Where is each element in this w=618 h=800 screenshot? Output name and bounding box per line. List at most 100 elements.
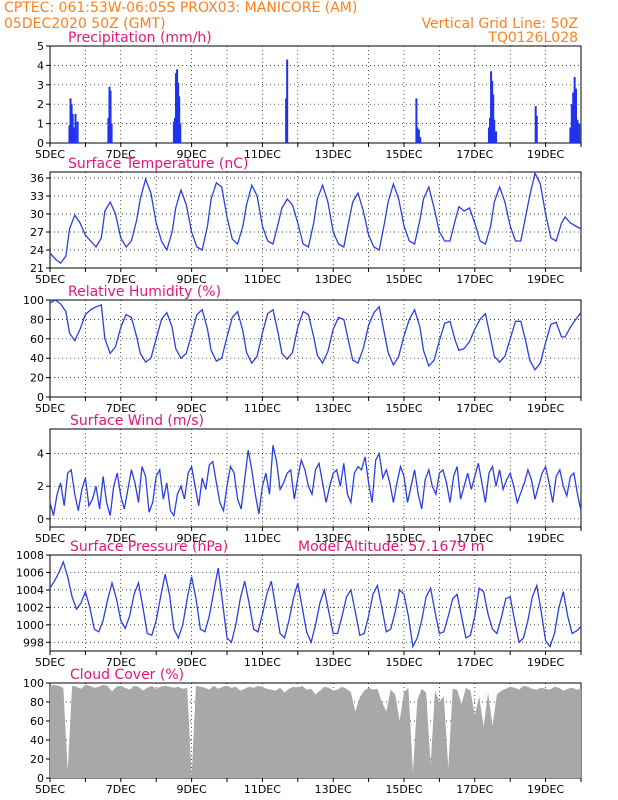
x-tick-label: 13DEC — [315, 148, 352, 161]
y-tick-label: 0 — [37, 513, 44, 526]
x-tick-label: 13DEC — [315, 783, 352, 796]
x-tick-label: 5DEC — [35, 783, 65, 796]
cloud-cover-area — [50, 684, 581, 778]
y-tick-label: 30 — [30, 208, 44, 221]
panel-5: 0 20 40 60 80 100 5DEC 7DEC 9DEC 11DEC 13DEC 15DEC 1… — [23, 667, 582, 796]
x-tick-label: 11DEC — [244, 273, 281, 286]
y-tick-label: 1000 — [16, 619, 44, 632]
x-tick-label: 17DEC — [456, 532, 493, 545]
precip-bar — [573, 77, 576, 143]
x-tick-label: 11DEC — [244, 148, 281, 161]
y-tick-label: 21 — [30, 262, 44, 275]
panel-title: Surface Temperature (nC) — [68, 156, 249, 172]
x-tick-label: 9DEC — [177, 273, 207, 286]
header-grid-note: Vertical Grid Line: 50Z — [421, 16, 578, 32]
x-tick-label: 13DEC — [315, 273, 352, 286]
y-tick-label: 3 — [37, 79, 44, 92]
plot-frame — [49, 554, 582, 652]
precip-bar — [108, 86, 111, 143]
precip-bar — [416, 127, 419, 143]
x-tick-label: 19DEC — [527, 656, 564, 669]
x-tick-label: 15DEC — [385, 656, 422, 669]
series-line — [49, 299, 582, 371]
x-tick-label: 19DEC — [527, 148, 564, 161]
panel-title: Relative Humidity (%) — [68, 284, 221, 300]
precip-bar — [179, 123, 182, 143]
y-tick-label: 80 — [30, 696, 44, 709]
precip-bar — [74, 113, 77, 143]
x-tick-label: 13DEC — [315, 402, 352, 415]
y-tick-label: 1002 — [16, 601, 44, 614]
y-tick-label: 100 — [23, 677, 44, 690]
x-tick-label: 5DEC — [35, 148, 65, 161]
x-tick-label: 19DEC — [527, 532, 564, 545]
x-tick-label: 15DEC — [385, 148, 422, 161]
precip-bar — [534, 106, 537, 143]
precip-bar — [578, 123, 581, 143]
y-tick-label: 1004 — [16, 584, 44, 597]
y-tick-label: 998 — [23, 636, 44, 649]
y-tick-label: 20 — [30, 372, 44, 385]
x-tick-label: 17DEC — [456, 402, 493, 415]
plot-frame — [49, 171, 582, 269]
precip-bar — [178, 96, 181, 143]
y-tick-label: 100 — [23, 294, 44, 307]
panel-3: 0 2 4 5DEC 7DEC 9DEC 11DEC 13DEC 15DEC 17DEC 19DEC… — [35, 413, 582, 545]
precip-bar — [286, 59, 289, 143]
x-tick-label: 7DEC — [106, 148, 136, 161]
x-tick-label: 11DEC — [244, 783, 281, 796]
precip-bar — [569, 127, 572, 143]
x-tick-label: 13DEC — [315, 656, 352, 669]
x-tick-label: 15DEC — [385, 783, 422, 796]
y-tick-label: 36 — [30, 172, 44, 185]
precip-bar — [76, 121, 79, 143]
panel-title: Precipitation (mm/h) — [68, 30, 212, 46]
y-tick-label: 4 — [37, 448, 44, 461]
x-tick-label: 11DEC — [244, 656, 281, 669]
y-tick-label: 5 — [37, 40, 44, 53]
precip-bar — [491, 80, 494, 143]
x-tick-label: 19DEC — [527, 273, 564, 286]
precip-bar — [575, 88, 578, 143]
x-tick-label: 9DEC — [177, 148, 207, 161]
x-tick-label: 9DEC — [177, 402, 207, 415]
precip-bar — [487, 127, 490, 143]
precip-bar — [576, 119, 579, 143]
precip-bar — [493, 119, 496, 143]
x-tick-label: 7DEC — [106, 783, 136, 796]
precip-bar — [71, 113, 74, 143]
panel-2: 0 20 40 60 80 100 5DEC 7DEC 9DEC 11DEC 13DEC 15DEC 1… — [23, 284, 582, 415]
precip-bar — [417, 129, 420, 143]
x-tick-label: 7DEC — [106, 656, 136, 669]
precip-bar — [492, 94, 495, 143]
precip-bar — [107, 117, 110, 143]
y-tick-label: 1006 — [16, 566, 44, 579]
y-tick-label: 1008 — [16, 549, 44, 562]
y-tick-label: 27 — [30, 226, 44, 239]
header-model-id: TQ0126L028 — [488, 30, 578, 46]
y-tick-label: 0 — [37, 772, 44, 785]
y-tick-label: 20 — [30, 753, 44, 766]
precip-bar — [419, 137, 422, 143]
panel-1: 21 24 27 30 33 36 5DEC 7DEC 9DEC 11DEC 13DEC 15DEC 1… — [30, 156, 582, 286]
series-line — [49, 171, 582, 265]
y-tick-label: 80 — [30, 313, 44, 326]
x-tick-label: 9DEC — [177, 656, 207, 669]
y-tick-label: 24 — [30, 244, 44, 257]
x-tick-label: 17DEC — [456, 148, 493, 161]
precip-bar — [572, 92, 575, 143]
precip-bar — [495, 131, 498, 143]
x-tick-label: 5DEC — [35, 273, 65, 286]
x-tick-label: 15DEC — [385, 402, 422, 415]
precip-bar — [175, 73, 178, 143]
precip-bar — [172, 121, 175, 143]
x-tick-label: 17DEC — [456, 273, 493, 286]
y-tick-label: 60 — [30, 333, 44, 346]
x-tick-label: 7DEC — [106, 402, 136, 415]
x-tick-label: 17DEC — [456, 656, 493, 669]
y-tick-label: 40 — [30, 352, 44, 365]
series-line — [49, 560, 582, 649]
x-tick-label: 7DEC — [106, 273, 136, 286]
series-line — [49, 445, 582, 518]
precip-bar — [110, 123, 113, 143]
